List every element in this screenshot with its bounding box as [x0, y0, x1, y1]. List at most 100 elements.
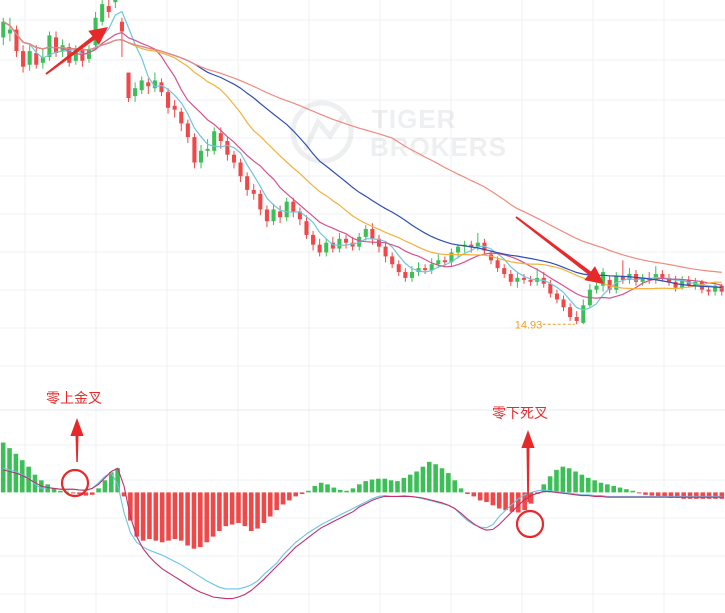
macd-bar	[344, 490, 349, 493]
candle-body	[291, 201, 296, 212]
candle-body	[152, 80, 157, 89]
macd-bar	[554, 469, 559, 493]
candle-body	[192, 137, 197, 163]
candle-body	[106, 6, 111, 12]
candle-body	[258, 193, 263, 210]
macd-bar	[675, 492, 680, 499]
candle-body	[126, 72, 131, 98]
candle-body	[699, 281, 704, 290]
candle-body	[449, 252, 454, 263]
candle-body	[416, 268, 421, 273]
macd-bar	[261, 492, 267, 523]
candle-body	[390, 256, 395, 265]
macd-bar	[566, 468, 572, 493]
death-cross-arrow	[521, 430, 535, 502]
candle-body	[713, 285, 718, 292]
candle-body	[119, 21, 124, 32]
tiger-logo-stroke	[303, 115, 345, 151]
tiger-brokers-watermark: TIGER BROKERS	[290, 100, 507, 164]
macd-bar	[560, 466, 566, 493]
macd-bar	[191, 492, 197, 549]
macd-bar	[26, 466, 31, 493]
macd-bar	[325, 484, 330, 493]
macd-bar	[229, 492, 235, 525]
macd-bar	[153, 492, 159, 541]
candle-body	[568, 307, 573, 318]
macd-bar	[700, 492, 706, 499]
macd-bar	[147, 492, 152, 540]
candle-body	[21, 51, 26, 67]
candle-body	[706, 289, 711, 292]
candle-body	[363, 229, 368, 237]
watermark-line2: BROKERS	[370, 132, 507, 162]
candle-body	[673, 281, 678, 288]
macd-bar	[382, 478, 388, 493]
candle-body	[515, 277, 520, 282]
ma-line-ma60	[2, 21, 722, 273]
candle-body	[212, 131, 217, 151]
macd-bar	[458, 488, 464, 493]
candle-body	[14, 29, 19, 52]
candle-body	[7, 29, 12, 34]
macd-bar	[70, 492, 76, 494]
candle-body	[409, 272, 414, 278]
macd-bar	[140, 492, 146, 541]
candle-body	[225, 141, 230, 155]
candle-body	[100, 4, 105, 22]
macd-bar	[337, 489, 343, 493]
macd-bar	[51, 488, 57, 493]
candle-body	[271, 209, 276, 222]
candle-body	[574, 317, 579, 321]
candle-body	[601, 272, 606, 286]
candle-body	[554, 293, 559, 300]
candle-body	[607, 279, 612, 290]
macd-bar	[484, 492, 489, 503]
macd-bar	[630, 490, 636, 493]
macd-bar	[636, 492, 642, 494]
macd-bar	[433, 464, 438, 493]
candle-body	[456, 246, 461, 253]
macd-bar	[267, 492, 273, 517]
candle-body	[357, 236, 362, 247]
ma-line-ma20	[2, 21, 722, 290]
macd-bar	[477, 492, 483, 501]
candle-body	[73, 49, 78, 61]
macd-bar	[376, 478, 381, 493]
macd-bar	[598, 482, 604, 493]
candle-body	[284, 201, 289, 218]
candle-body	[159, 82, 164, 93]
macd-bar	[516, 492, 521, 513]
macd-bar	[306, 490, 311, 493]
price-panel: 14.93	[1, 0, 724, 331]
macd-bar	[357, 484, 362, 493]
macd-bar	[592, 480, 597, 493]
macd-bar	[198, 492, 203, 548]
macd-bar	[369, 479, 375, 493]
macd-bar	[166, 492, 171, 541]
candle-body	[47, 35, 52, 57]
candle-body	[469, 244, 474, 247]
macd-bar	[643, 492, 648, 495]
candle-body	[423, 268, 428, 271]
candle-body	[502, 268, 507, 274]
macd-bar	[217, 492, 222, 531]
macd-bar	[420, 466, 426, 493]
macd-bar	[96, 488, 101, 493]
macd-bar	[77, 492, 82, 494]
macd-bar	[363, 481, 368, 493]
macd-bar	[401, 477, 407, 493]
low-price-label: 14.93	[515, 319, 543, 331]
macd-bar	[446, 473, 451, 493]
candle-body	[475, 242, 480, 247]
zero-above-golden-cross-label: 零上金叉	[46, 391, 102, 407]
ma-line-ma10	[2, 21, 722, 299]
macd-lines	[3, 467, 722, 600]
macd-bar	[585, 477, 591, 493]
candle-body	[27, 51, 32, 65]
macd-bar	[172, 492, 178, 540]
macd-bar	[134, 492, 140, 537]
macd-bar	[299, 492, 305, 494]
macd-bar	[0, 442, 6, 493]
candle-body	[185, 123, 190, 138]
